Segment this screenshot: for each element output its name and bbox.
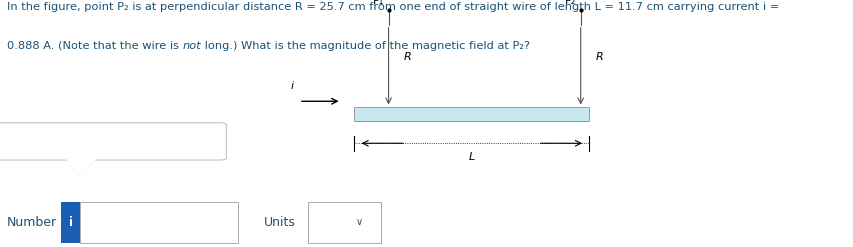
Text: i: i — [290, 82, 293, 91]
Text: P₁: P₁ — [373, 0, 384, 6]
FancyBboxPatch shape — [308, 202, 380, 243]
Text: P₂: P₂ — [565, 0, 576, 6]
Polygon shape — [66, 158, 96, 175]
Text: Units: Units — [264, 216, 295, 229]
Text: i: i — [69, 216, 73, 229]
FancyBboxPatch shape — [354, 107, 589, 121]
Text: The absolute tolerance is ± 1e-8.: The absolute tolerance is ± 1e-8. — [12, 129, 201, 139]
Text: not: not — [183, 41, 201, 51]
Text: R: R — [595, 52, 603, 62]
Text: Number: Number — [7, 216, 57, 229]
Text: 0.888 A. (Note that the wire is: 0.888 A. (Note that the wire is — [7, 41, 183, 51]
Text: ∨: ∨ — [355, 217, 363, 227]
Text: In the figure, point P₂ is at perpendicular distance R = 25.7 cm from one end of: In the figure, point P₂ is at perpendicu… — [7, 2, 778, 12]
FancyBboxPatch shape — [80, 202, 238, 243]
Text: L: L — [468, 152, 474, 162]
Text: R: R — [403, 52, 411, 62]
FancyBboxPatch shape — [0, 123, 226, 160]
FancyBboxPatch shape — [61, 202, 80, 243]
Text: long.) What is the magnitude of the magnetic field at P₂?: long.) What is the magnitude of the magn… — [201, 41, 530, 51]
